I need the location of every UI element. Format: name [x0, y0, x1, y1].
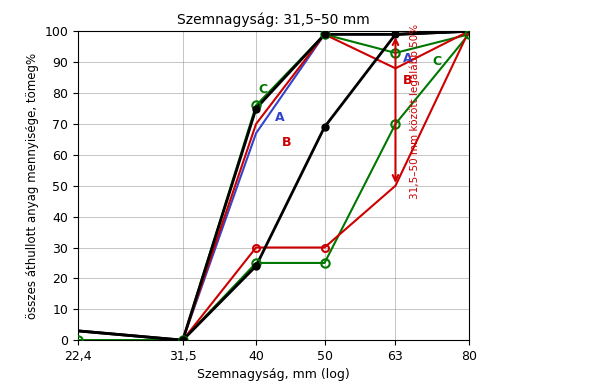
Text: C: C — [432, 55, 441, 68]
Title: Szemnagyság: 31,5–50 mm: Szemnagyság: 31,5–50 mm — [177, 13, 370, 27]
Y-axis label: összes áthullott anyag mennyisége, tömeg%: összes áthullott anyag mennyisége, tömeg… — [26, 53, 39, 319]
Text: 31,5–50 mm között legalább 50%: 31,5–50 mm között legalább 50% — [410, 24, 420, 199]
Text: B: B — [403, 74, 412, 87]
Text: A: A — [403, 52, 412, 65]
X-axis label: Szemnagyság, mm (log): Szemnagyság, mm (log) — [197, 368, 350, 382]
Text: C: C — [258, 83, 267, 96]
Text: A: A — [275, 111, 284, 124]
Text: B: B — [282, 136, 291, 149]
